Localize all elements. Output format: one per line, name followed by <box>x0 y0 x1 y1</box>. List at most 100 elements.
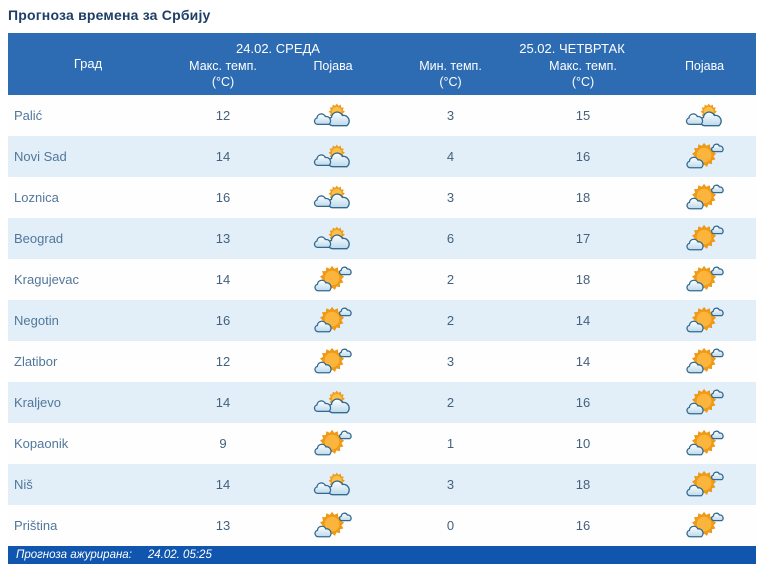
weather-icon <box>684 305 726 335</box>
day2-weather-icon-cell <box>653 300 756 341</box>
table-row: Niš 14 3 18 <box>8 463 757 505</box>
day1-weather-icon-cell <box>278 136 388 177</box>
table-row: Kopaonik 9 1 10 <box>8 422 757 464</box>
city-cell: Priština <box>14 517 58 533</box>
day2-weather-icon-cell <box>653 382 756 423</box>
day1-max-temp-cell: 14 <box>215 394 231 410</box>
day1-max-temp-cell: 12 <box>215 107 231 123</box>
day1-weather-icon-cell <box>278 95 388 136</box>
city-cell: Negotin <box>14 312 59 328</box>
weather-icon <box>312 141 354 171</box>
col-unit: (°C) <box>439 75 462 90</box>
weather-icon <box>312 510 354 540</box>
page-title: Прогноза времена за Србију <box>8 7 211 23</box>
weather-icon <box>312 387 354 417</box>
weather-icon <box>312 469 354 499</box>
header-label-row: Макс. темп. (°C) Појава Мин. темп. (°C) … <box>8 57 757 95</box>
day1-max-temp-cell: 14 <box>215 148 231 164</box>
day1-weather-icon-cell <box>278 259 388 300</box>
update-status-label: Прогноза ажурирана: <box>16 548 132 561</box>
city-cell: Palić <box>14 107 43 123</box>
weather-icon <box>312 100 354 130</box>
day1-date-header: 24.02. СРЕДА <box>168 33 388 57</box>
table-row: Kragujevac 14 2 18 <box>8 258 757 300</box>
city-cell: Beograd <box>14 230 64 246</box>
weather-icon <box>312 182 354 212</box>
day1-weather-icon-cell <box>278 382 388 423</box>
day2-min-temp-cell: 2 <box>446 394 455 410</box>
day2-max-temp-cell: 14 <box>575 312 591 328</box>
city-cell: Zlatibor <box>14 353 58 369</box>
col-header-day2-min-temp: Мин. темп. (°C) <box>388 57 513 95</box>
table-row: Palić 12 3 15 <box>8 94 757 136</box>
city-cell: Kraljevo <box>14 394 61 410</box>
day2-min-temp-cell: 0 <box>446 517 455 533</box>
day2-min-temp-cell: 3 <box>446 189 455 205</box>
day1-weather-icon-cell <box>278 218 388 259</box>
table-header: Град 24.02. СРЕДА 25.02. ЧЕТВРТАК Макс. … <box>8 33 757 95</box>
col-label: Макс. темп. <box>549 59 617 73</box>
day1-max-temp-cell: 16 <box>215 312 231 328</box>
day1-weather-icon-cell <box>278 300 388 341</box>
update-status-bar: Прогноза ажурирана: 24.02. 05:25 <box>8 545 756 564</box>
day1-max-temp-cell: 14 <box>215 476 231 492</box>
day2-max-temp-cell: 16 <box>575 148 591 164</box>
day2-weather-icon-cell <box>653 341 756 382</box>
city-cell: Kopaonik <box>14 435 69 451</box>
day2-min-temp-cell: 3 <box>446 353 455 369</box>
city-cell: Loznica <box>14 189 59 205</box>
update-status-value: 24.02. 05:25 <box>147 548 212 561</box>
weather-icon <box>684 469 726 499</box>
weather-icon <box>684 100 726 130</box>
day2-weather-icon-cell <box>653 177 756 218</box>
weather-icon <box>312 264 354 294</box>
day2-max-temp-cell: 18 <box>575 189 591 205</box>
day2-min-temp-cell: 4 <box>446 148 455 164</box>
day1-max-temp-cell: 13 <box>215 517 231 533</box>
day2-min-temp-cell: 6 <box>446 230 455 246</box>
day1-max-temp-cell: 9 <box>219 435 227 451</box>
col-label: Макс. темп. <box>189 59 257 73</box>
day2-min-temp-cell: 3 <box>446 107 455 123</box>
col-header-day2-phenomenon: Појава <box>653 57 757 95</box>
day2-min-temp-cell: 2 <box>446 312 455 328</box>
day1-weather-icon-cell <box>278 177 388 218</box>
day2-max-temp-cell: 18 <box>575 271 591 287</box>
day1-max-temp-cell: 14 <box>215 271 231 287</box>
day1-weather-icon-cell <box>278 423 388 464</box>
weather-icon <box>312 346 354 376</box>
table-row: Beograd 13 6 17 <box>8 217 757 259</box>
col-header-day1-phenomenon: Појава <box>278 57 388 95</box>
day2-date-header: 25.02. ЧЕТВРТАК <box>388 33 757 57</box>
weather-icon <box>684 141 726 171</box>
day2-weather-icon-cell <box>653 95 756 136</box>
day2-min-temp-cell: 3 <box>446 476 455 492</box>
table-row: Kraljevo 14 2 16 <box>8 381 757 423</box>
day2-max-temp-cell: 17 <box>575 230 591 246</box>
table-row: Negotin 16 2 14 <box>8 299 757 341</box>
day1-weather-icon-cell <box>278 505 388 546</box>
day2-max-temp-cell: 10 <box>575 435 591 451</box>
city-cell: Kragujevac <box>14 271 80 287</box>
day2-max-temp-cell: 14 <box>575 353 591 369</box>
day2-max-temp-cell: 16 <box>575 517 591 533</box>
weather-icon <box>684 223 726 253</box>
city-cell: Niš <box>14 476 33 492</box>
weather-icon <box>312 223 354 253</box>
header-group-row: Град 24.02. СРЕДА 25.02. ЧЕТВРТАК <box>8 33 757 95</box>
day2-max-temp-cell: 18 <box>575 476 591 492</box>
day2-min-temp-cell: 2 <box>446 271 455 287</box>
day1-weather-icon-cell <box>278 464 388 505</box>
col-unit: (°C) <box>211 75 235 90</box>
weather-icon <box>684 346 726 376</box>
table-row: Novi Sad 14 4 16 <box>8 135 757 177</box>
day2-weather-icon-cell <box>653 423 756 464</box>
day2-weather-icon-cell <box>653 464 756 505</box>
col-header-day2-max-temp: Макс. темп. (°C) <box>513 57 653 95</box>
table-body: Palić 12 3 15 Novi Sad 14 4 16 Loznica 1… <box>8 94 757 546</box>
table-row: Priština 13 0 16 <box>8 504 757 546</box>
weather-icon <box>684 182 726 212</box>
day2-max-temp-cell: 15 <box>575 107 591 123</box>
city-cell: Novi Sad <box>14 148 67 164</box>
